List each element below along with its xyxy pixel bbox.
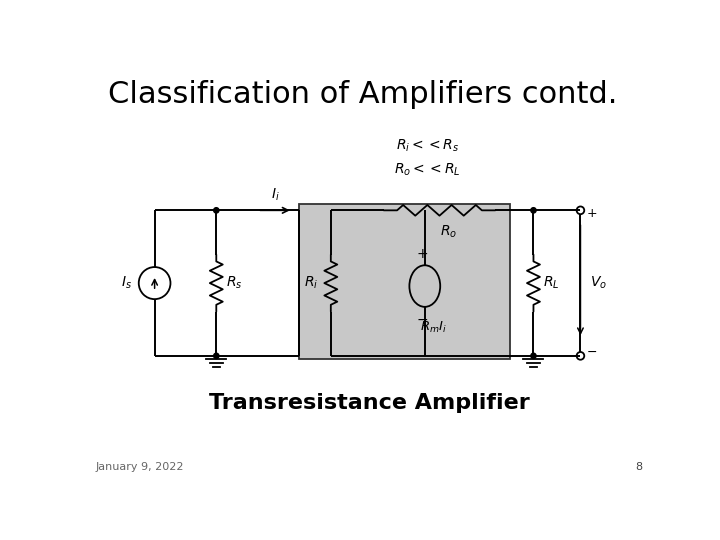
Text: +: + [586, 207, 597, 220]
Text: January 9, 2022: January 9, 2022 [96, 462, 184, 472]
Circle shape [531, 353, 536, 359]
Text: $R_L$: $R_L$ [543, 275, 559, 291]
Text: $R_i << R_s$
$R_o << R_L$: $R_i << R_s$ $R_o << R_L$ [395, 138, 461, 178]
Circle shape [531, 208, 536, 213]
Text: $R_i$: $R_i$ [304, 275, 318, 291]
Text: $R_s$: $R_s$ [225, 275, 242, 291]
Bar [299, 204, 510, 359]
Text: +: + [416, 247, 428, 260]
Circle shape [214, 208, 219, 213]
Text: Classification of Amplifiers contd.: Classification of Amplifiers contd. [107, 80, 617, 109]
Text: $-$: $-$ [415, 312, 428, 326]
Text: 8: 8 [635, 462, 642, 472]
Text: $V_o$: $V_o$ [590, 275, 607, 291]
Text: $I_i$: $I_i$ [271, 187, 279, 203]
Circle shape [214, 353, 219, 359]
Text: −: − [586, 346, 597, 360]
Text: $I_s$: $I_s$ [122, 275, 132, 291]
Text: $R_o$: $R_o$ [440, 224, 457, 240]
Text: $R_m I_i$: $R_m I_i$ [420, 320, 447, 335]
Text: Transresistance Amplifier: Transresistance Amplifier [209, 393, 529, 414]
